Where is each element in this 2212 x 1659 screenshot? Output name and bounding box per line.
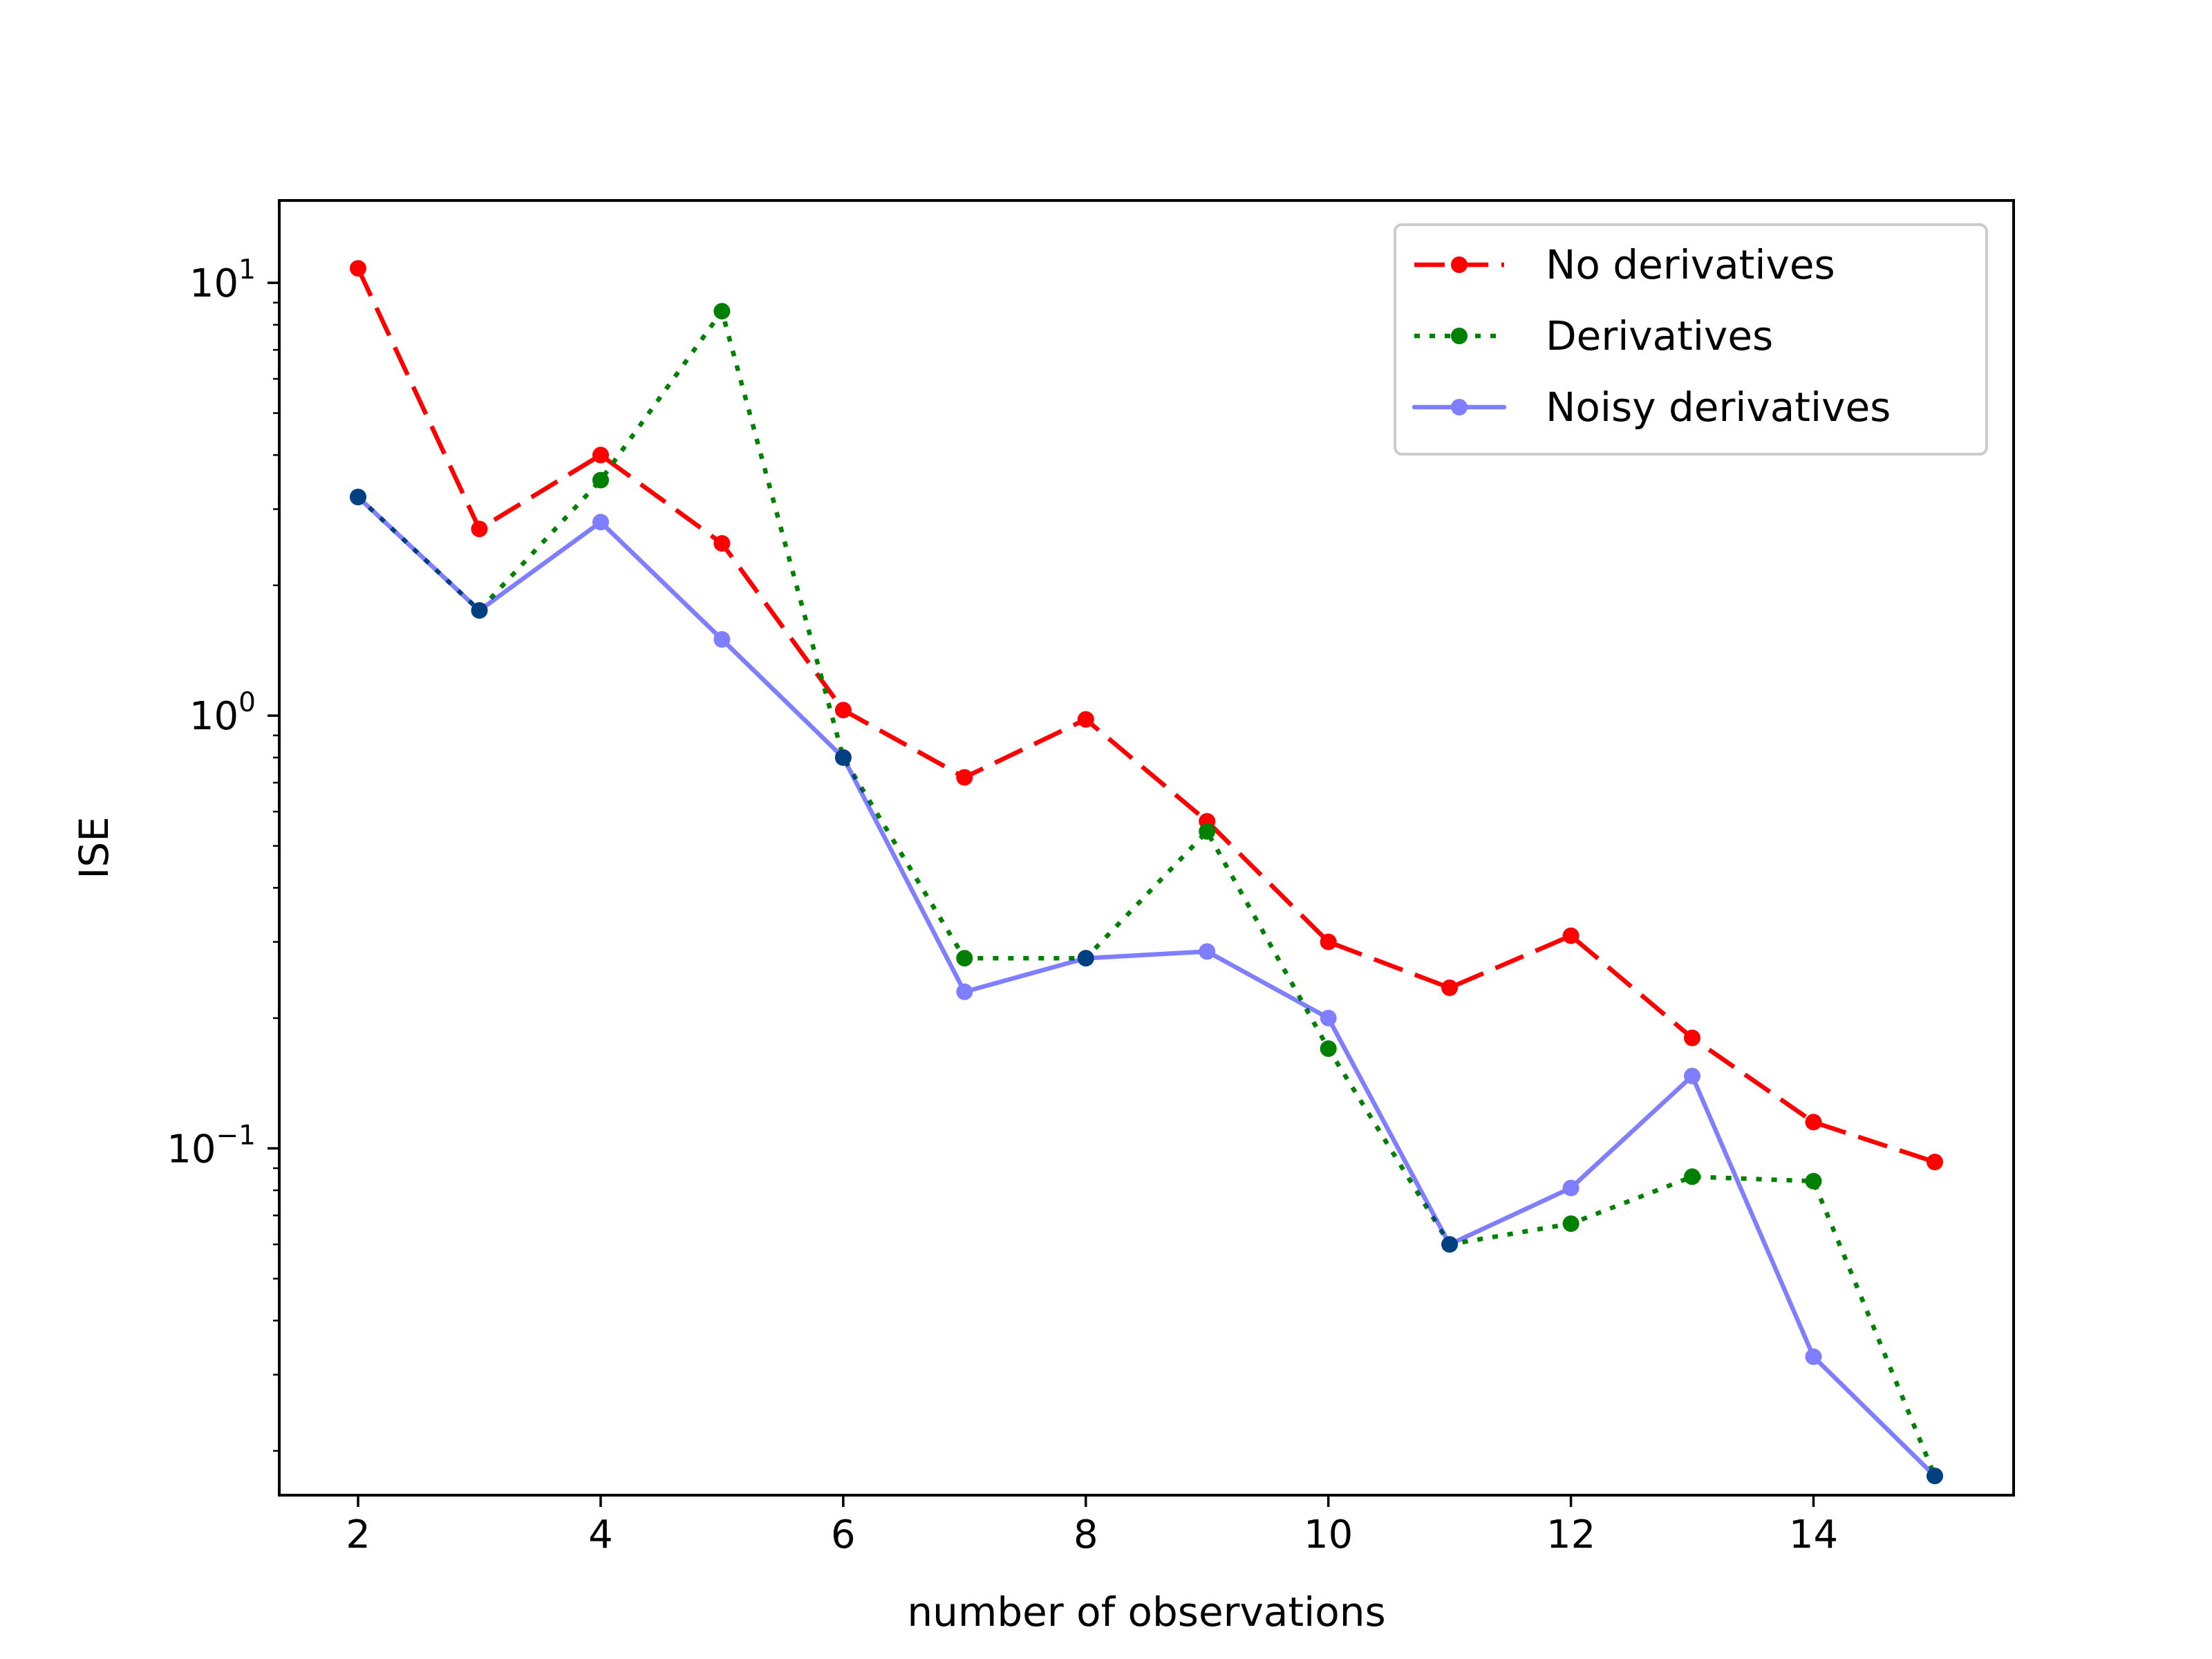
x-tick-label: 4 <box>588 1512 613 1557</box>
data-point <box>1684 1067 1700 1085</box>
legend: No derivatives Derivatives Noisy derivativ… <box>1394 223 1988 456</box>
legend-label: Noisy derivatives <box>1546 384 1891 431</box>
legend-label: No derivatives <box>1546 241 1835 288</box>
x-axis-label: number of observations <box>907 1588 1385 1635</box>
data-point <box>1199 943 1216 960</box>
x-tick-label: 6 <box>831 1512 856 1557</box>
legend-marker <box>1451 328 1468 344</box>
y-tick-label: 10−1 <box>167 1120 256 1172</box>
data-point <box>956 983 973 1000</box>
legend-swatch <box>1414 256 1504 273</box>
y-tick-label: 101 <box>189 254 256 306</box>
data-point <box>834 702 852 719</box>
data-point <box>713 535 731 552</box>
data-point <box>956 950 973 967</box>
data-point <box>1927 1154 1943 1170</box>
series-line <box>355 494 1938 1479</box>
data-point <box>1441 1236 1459 1253</box>
data-point <box>1684 1168 1700 1185</box>
legend-label: Derivatives <box>1546 312 1773 359</box>
data-point <box>1805 1172 1822 1190</box>
data-point <box>1684 1029 1700 1047</box>
data-point <box>1199 823 1216 840</box>
data-point <box>1320 933 1337 950</box>
legend-swatch <box>1414 328 1504 344</box>
series-1 <box>350 260 1943 1170</box>
data-point <box>1562 1179 1580 1197</box>
legend-swatch <box>1412 399 1507 415</box>
data-point <box>1805 1114 1822 1131</box>
data-point <box>834 749 852 766</box>
data-point <box>1927 1468 1943 1485</box>
data-point <box>1320 1009 1337 1027</box>
x-tick-label: 10 <box>1304 1512 1353 1557</box>
data-point <box>350 260 366 277</box>
data-point <box>713 303 731 320</box>
axes: 2 4 6 8 10 12 14 101 100 10−1 <box>167 199 2015 1557</box>
data-point <box>1805 1348 1822 1365</box>
series-3 <box>350 489 1943 1485</box>
data-point <box>592 471 609 489</box>
data-point <box>592 447 609 464</box>
data-point <box>350 489 366 505</box>
data-point <box>592 514 609 531</box>
plot-area <box>350 260 1943 1485</box>
data-point <box>1562 1215 1580 1232</box>
data-point <box>1077 711 1094 728</box>
axes-frame <box>278 199 2015 1497</box>
series-line <box>356 267 1936 1165</box>
x-tick-label: 12 <box>1546 1512 1595 1557</box>
data-point <box>1320 1040 1337 1057</box>
y-axis-label: ISE <box>71 816 118 879</box>
data-point <box>1562 927 1580 944</box>
data-point <box>956 769 973 786</box>
legend-frame <box>1394 223 1988 456</box>
data-point <box>713 631 731 648</box>
x-tick-label: 2 <box>346 1512 371 1557</box>
x-tick-label: 14 <box>1789 1512 1838 1557</box>
y-tick-label: 100 <box>189 687 256 739</box>
data-point <box>1441 980 1459 996</box>
legend-marker <box>1451 399 1468 415</box>
legend-marker <box>1451 256 1468 273</box>
data-point <box>1077 950 1094 967</box>
x-tick-label: 8 <box>1074 1512 1098 1557</box>
data-point <box>471 602 488 619</box>
data-point <box>471 521 488 538</box>
